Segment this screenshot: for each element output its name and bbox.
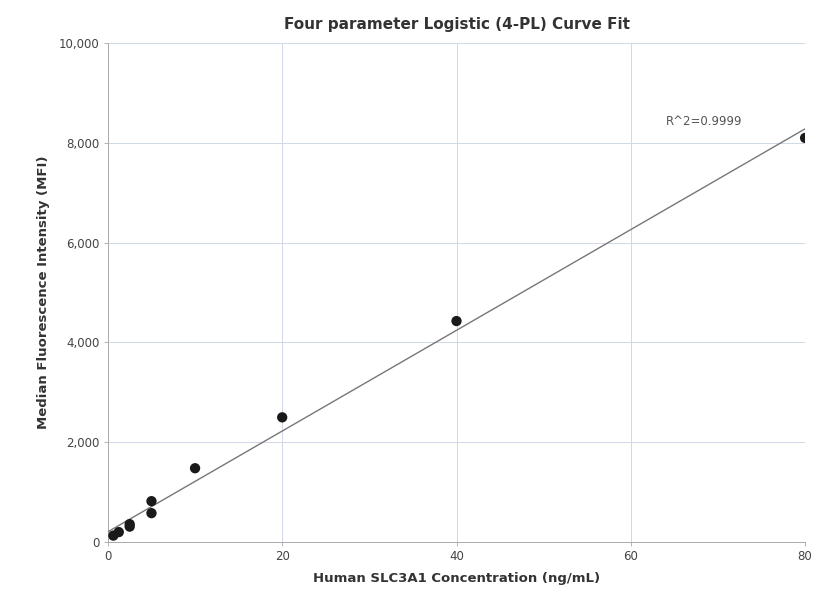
Title: Four parameter Logistic (4-PL) Curve Fit: Four parameter Logistic (4-PL) Curve Fit	[284, 17, 629, 32]
Y-axis label: Median Fluorescence Intensity (MFI): Median Fluorescence Intensity (MFI)	[37, 156, 51, 429]
X-axis label: Human SLC3A1 Concentration (ng/mL): Human SLC3A1 Concentration (ng/mL)	[313, 572, 600, 585]
Point	[276, 413, 289, 423]
Point	[123, 519, 136, 529]
Point	[145, 508, 159, 518]
Point	[145, 496, 159, 506]
Text: R^2=0.9999: R^2=0.9999	[666, 115, 742, 128]
Point	[112, 527, 125, 537]
Point	[107, 530, 120, 540]
Point	[798, 133, 812, 143]
Point	[450, 316, 463, 326]
Point	[188, 463, 202, 473]
Point	[123, 522, 136, 532]
